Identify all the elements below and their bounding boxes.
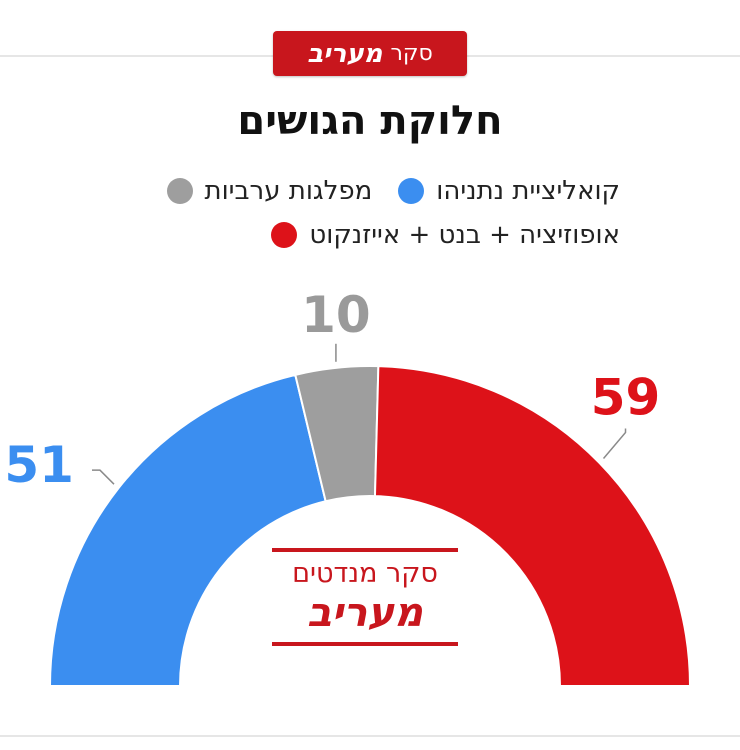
maariv-stamp: סקר מנדטים מעריב	[270, 548, 460, 654]
legend-item-opposition: אופוזיציה + בנט + אייזנקוט	[271, 220, 620, 250]
legend-row-2: אופוזיציה + בנט + אייזנקוט	[271, 220, 620, 250]
legend-item-arab-parties: מפלגות ערביות	[166, 176, 373, 206]
legend-swatch-coalition	[398, 178, 425, 204]
source-badge: סקר מעריב	[273, 31, 467, 76]
stamp-bottom-bar	[272, 642, 458, 646]
badge-word-survey: סקר	[390, 41, 433, 66]
legend-row-1: קואליציית נתניהו מפלגות ערביות	[166, 176, 620, 206]
value-label-arab-parties: 10	[301, 286, 371, 344]
legend-label-arab-parties: מפלגות ערביות	[204, 176, 373, 206]
leader-line-opposition	[602, 428, 627, 460]
stamp-line-1: סקר מנדטים	[292, 558, 438, 589]
legend-swatch-opposition	[271, 222, 298, 248]
value-label-opposition: 59	[591, 369, 661, 427]
value-label-coalition: 51	[4, 436, 74, 494]
slice-coalition	[48, 373, 327, 687]
leader-line-coalition	[91, 469, 115, 485]
stamp-line-2: מעריב	[307, 590, 423, 636]
legend-label-opposition: אופוזיציה + בנט + אייזנקוט	[309, 220, 620, 250]
bottom-divider	[0, 735, 740, 737]
stamp-top-bar	[272, 548, 458, 552]
legend-swatch-arab-parties	[166, 178, 193, 204]
slice-opposition	[373, 365, 692, 687]
legend-label-coalition: קואליציית נתניהו	[436, 176, 620, 206]
chart-title: חלוקת הגושים	[237, 98, 503, 144]
badge-word-maariv: מעריב	[307, 38, 383, 69]
legend-item-coalition: קואליציית נתניהו	[398, 176, 620, 206]
